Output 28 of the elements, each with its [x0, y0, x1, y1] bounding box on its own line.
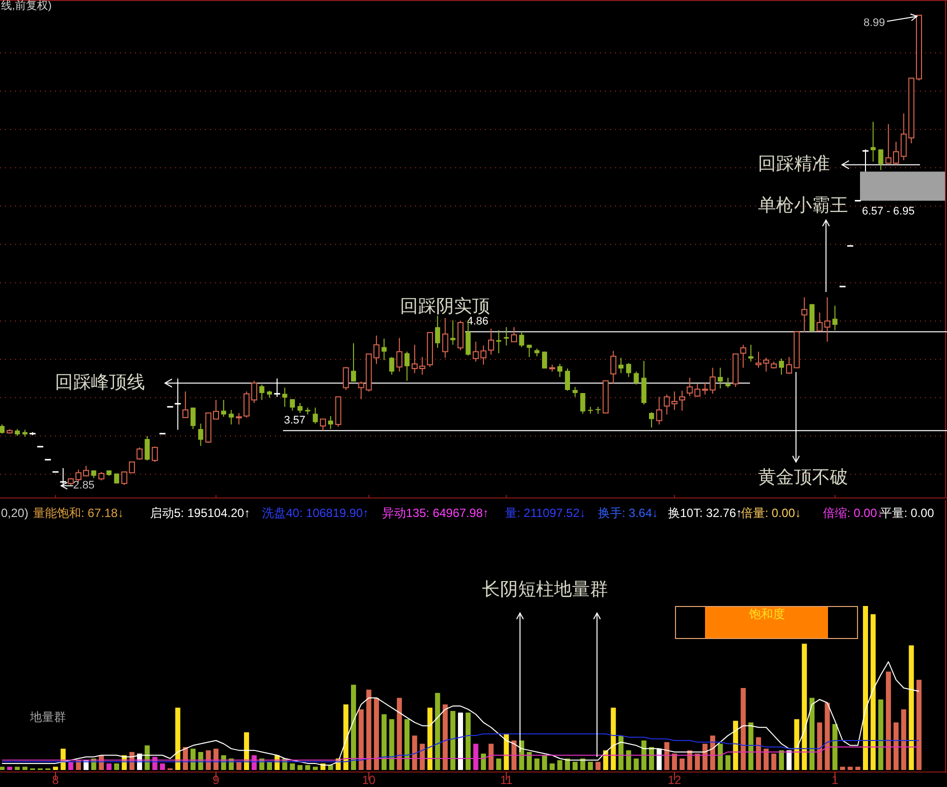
x-tick-label: 10 [362, 773, 376, 787]
text: 换10T: 32.76↑ [668, 506, 742, 520]
text: 换手: 3.64↓ [598, 506, 658, 520]
annotation: 地量群 [29, 710, 66, 724]
x-tick-label: 12 [668, 773, 682, 787]
annotation: 饱和度 [748, 607, 785, 622]
annotation: 回踩阴实顶 [400, 296, 490, 316]
x-tick-label: 11 [500, 773, 513, 787]
text: 洗盘40: 106819.90↑ [262, 506, 369, 520]
ref-line-label: 4.86 [467, 316, 488, 328]
text: 平量: 0.00 [880, 506, 934, 520]
x-tick-label: 9 [212, 773, 220, 787]
ref-line-label: 回踩峰顶线 [55, 372, 145, 392]
band-label: 6.57 - 6.95 [862, 206, 915, 218]
ref-line-label: 回踩精准 [758, 153, 830, 174]
text: 量能饱和: 67.18↓ [33, 506, 124, 520]
text: 量: 211097.52↓ [505, 506, 586, 520]
annotation: 2.85 [73, 480, 95, 492]
text: 启动5: 195104.20↑ [150, 506, 250, 520]
text: 0,20) [1, 506, 28, 520]
chart-title: 线,前复权) [1, 0, 52, 12]
text: 异动135: 64967.98↑ [382, 506, 489, 520]
annotation: 8.99 [864, 17, 885, 30]
annotation: 黄金顶不破 [758, 466, 848, 487]
text: 长阴短柱地量群 [482, 578, 608, 599]
text: 倍量: 0.00↓ [741, 506, 802, 520]
annotation: 单枪小霸王 [758, 194, 848, 215]
ref-line-label: 3.57 [284, 414, 306, 426]
